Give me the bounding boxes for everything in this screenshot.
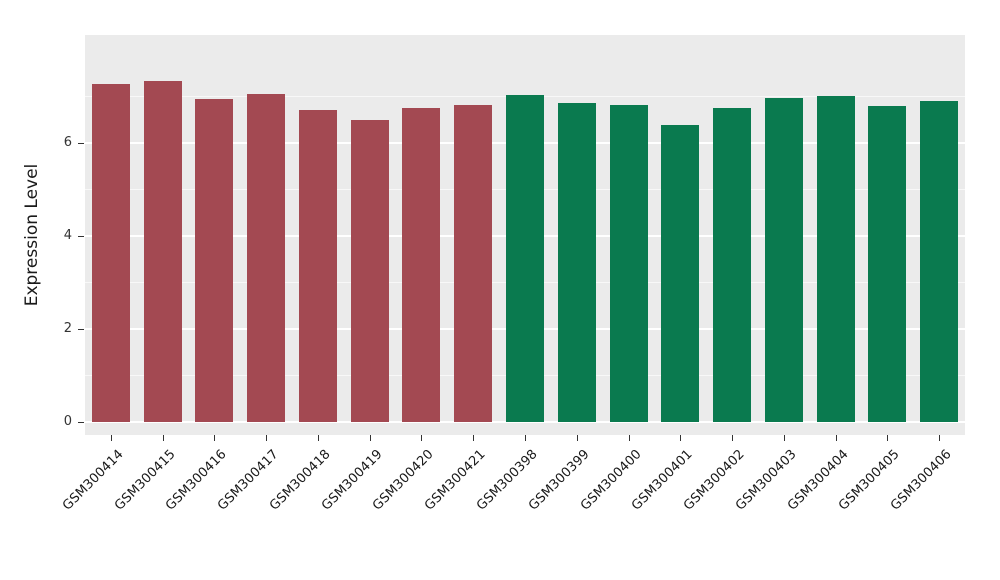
bar <box>609 104 648 422</box>
bar <box>350 119 389 422</box>
bar <box>402 107 441 422</box>
x-tick-mark <box>110 435 112 441</box>
bar <box>298 109 337 422</box>
bar <box>454 104 493 422</box>
x-tick-mark <box>783 435 785 441</box>
bar <box>247 93 286 422</box>
bar <box>816 96 855 422</box>
x-tick-mark <box>887 435 889 441</box>
x-tick-mark <box>214 435 216 441</box>
x-tick-mark <box>266 435 268 441</box>
bar <box>920 101 959 422</box>
x-tick-mark <box>680 435 682 441</box>
bar <box>195 98 234 422</box>
x-tick-mark <box>628 435 630 441</box>
x-tick-label: GSM300406 <box>888 447 955 514</box>
plot-panel <box>85 35 965 435</box>
y-tick-mark <box>78 235 84 237</box>
y-tick-mark <box>78 142 84 144</box>
x-tick-mark <box>162 435 164 441</box>
bar <box>557 103 596 422</box>
y-tick-label: 2 <box>63 321 72 336</box>
y-tick-mark <box>78 328 84 330</box>
y-tick-label: 6 <box>63 135 72 150</box>
y-tick-mark <box>78 421 84 423</box>
x-tick-mark <box>939 435 941 441</box>
x-tick-mark <box>525 435 526 441</box>
bar <box>91 83 130 422</box>
x-tick-mark <box>732 435 734 441</box>
x-tick-mark <box>421 435 423 441</box>
x-tick-mark <box>576 435 578 441</box>
y-tick-label: 0 <box>63 414 72 429</box>
bar <box>143 81 182 422</box>
bar <box>868 105 907 422</box>
bar <box>764 97 803 422</box>
bar <box>713 107 752 422</box>
x-tick-mark <box>369 435 371 441</box>
x-tick-mark <box>473 435 475 441</box>
x-tick-mark <box>317 435 319 441</box>
bar <box>506 95 544 422</box>
x-tick-mark <box>835 435 837 441</box>
major-gridline <box>85 421 965 423</box>
y-tick-label: 4 <box>63 228 72 243</box>
bar <box>661 125 700 422</box>
